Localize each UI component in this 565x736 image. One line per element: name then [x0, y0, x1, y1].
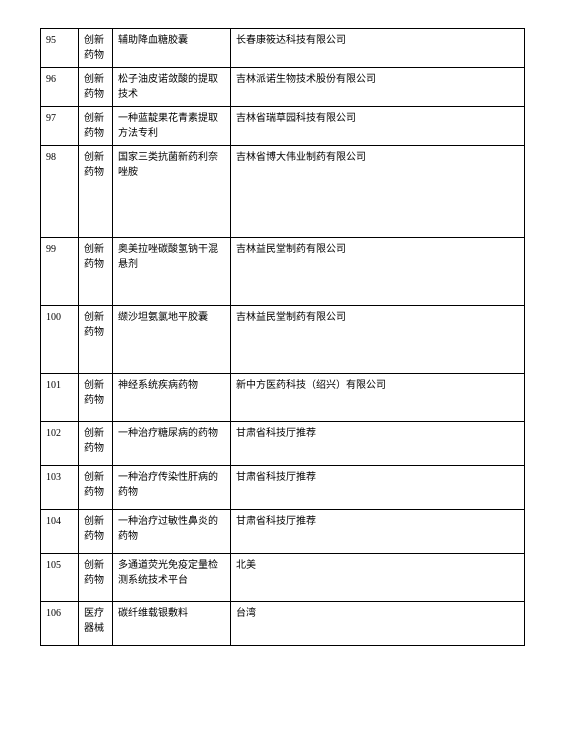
cell-organization: 吉林省博大伟业制药有限公司: [231, 146, 525, 238]
data-table: 95创新药物辅助降血糖胶囊长春康筱达科技有限公司96创新药物松子油皮诺敛酸的提取…: [40, 28, 525, 646]
table-row: 102创新药物一种治疗糖尿病的药物甘肃省科技厅推荐: [41, 422, 525, 466]
cell-category: 创新药物: [79, 374, 113, 422]
cell-number: 99: [41, 238, 79, 306]
cell-description: 一种治疗传染性肝病的药物: [113, 466, 231, 510]
table-row: 105创新药物多通道荧光免疫定量检测系统技术平台北美: [41, 554, 525, 602]
cell-number: 105: [41, 554, 79, 602]
cell-number: 97: [41, 107, 79, 146]
table-row: 95创新药物辅助降血糖胶囊长春康筱达科技有限公司: [41, 29, 525, 68]
cell-category: 创新药物: [79, 29, 113, 68]
cell-organization: 甘肃省科技厅推荐: [231, 466, 525, 510]
cell-number: 103: [41, 466, 79, 510]
cell-category: 医疗器械: [79, 602, 113, 646]
cell-organization: 台湾: [231, 602, 525, 646]
cell-description: 一种蓝靛果花青素提取方法专利: [113, 107, 231, 146]
cell-number: 102: [41, 422, 79, 466]
cell-organization: 北美: [231, 554, 525, 602]
cell-description: 多通道荧光免疫定量检测系统技术平台: [113, 554, 231, 602]
cell-category: 创新药物: [79, 107, 113, 146]
cell-category: 创新药物: [79, 422, 113, 466]
cell-organization: 长春康筱达科技有限公司: [231, 29, 525, 68]
cell-category: 创新药物: [79, 554, 113, 602]
table-row: 101创新药物神经系统疾病药物新中方医药科技（绍兴）有限公司: [41, 374, 525, 422]
cell-organization: 吉林益民堂制药有限公司: [231, 238, 525, 306]
cell-number: 104: [41, 510, 79, 554]
cell-organization: 吉林益民堂制药有限公司: [231, 306, 525, 374]
cell-category: 创新药物: [79, 238, 113, 306]
cell-organization: 吉林省瑞草园科技有限公司: [231, 107, 525, 146]
cell-description: 奥美拉唑碳酸氢钠干混悬剂: [113, 238, 231, 306]
cell-description: 辅助降血糖胶囊: [113, 29, 231, 68]
cell-number: 95: [41, 29, 79, 68]
cell-number: 101: [41, 374, 79, 422]
table-row: 98创新药物国家三类抗菌新药利奈唑胺吉林省博大伟业制药有限公司: [41, 146, 525, 238]
cell-description: 缬沙坦氨氯地平胶囊: [113, 306, 231, 374]
cell-number: 96: [41, 68, 79, 107]
table-row: 104创新药物一种治疗过敏性鼻炎的药物甘肃省科技厅推荐: [41, 510, 525, 554]
table-row: 97创新药物一种蓝靛果花青素提取方法专利吉林省瑞草园科技有限公司: [41, 107, 525, 146]
cell-description: 神经系统疾病药物: [113, 374, 231, 422]
cell-category: 创新药物: [79, 68, 113, 107]
cell-number: 106: [41, 602, 79, 646]
cell-organization: 甘肃省科技厅推荐: [231, 422, 525, 466]
cell-number: 98: [41, 146, 79, 238]
cell-organization: 甘肃省科技厅推荐: [231, 510, 525, 554]
cell-category: 创新药物: [79, 146, 113, 238]
cell-description: 一种治疗过敏性鼻炎的药物: [113, 510, 231, 554]
cell-description: 国家三类抗菌新药利奈唑胺: [113, 146, 231, 238]
table-row: 100创新药物缬沙坦氨氯地平胶囊吉林益民堂制药有限公司: [41, 306, 525, 374]
cell-category: 创新药物: [79, 306, 113, 374]
cell-description: 一种治疗糖尿病的药物: [113, 422, 231, 466]
table-row: 103创新药物一种治疗传染性肝病的药物甘肃省科技厅推荐: [41, 466, 525, 510]
cell-category: 创新药物: [79, 466, 113, 510]
cell-category: 创新药物: [79, 510, 113, 554]
cell-organization: 新中方医药科技（绍兴）有限公司: [231, 374, 525, 422]
cell-description: 碳纤维载银敷料: [113, 602, 231, 646]
table-row: 99创新药物奥美拉唑碳酸氢钠干混悬剂吉林益民堂制药有限公司: [41, 238, 525, 306]
cell-description: 松子油皮诺敛酸的提取技术: [113, 68, 231, 107]
cell-number: 100: [41, 306, 79, 374]
table-row: 106医疗器械碳纤维载银敷料台湾: [41, 602, 525, 646]
document-page: 95创新药物辅助降血糖胶囊长春康筱达科技有限公司96创新药物松子油皮诺敛酸的提取…: [0, 20, 565, 716]
cell-organization: 吉林派诺生物技术股份有限公司: [231, 68, 525, 107]
table-row: 96创新药物松子油皮诺敛酸的提取技术吉林派诺生物技术股份有限公司: [41, 68, 525, 107]
